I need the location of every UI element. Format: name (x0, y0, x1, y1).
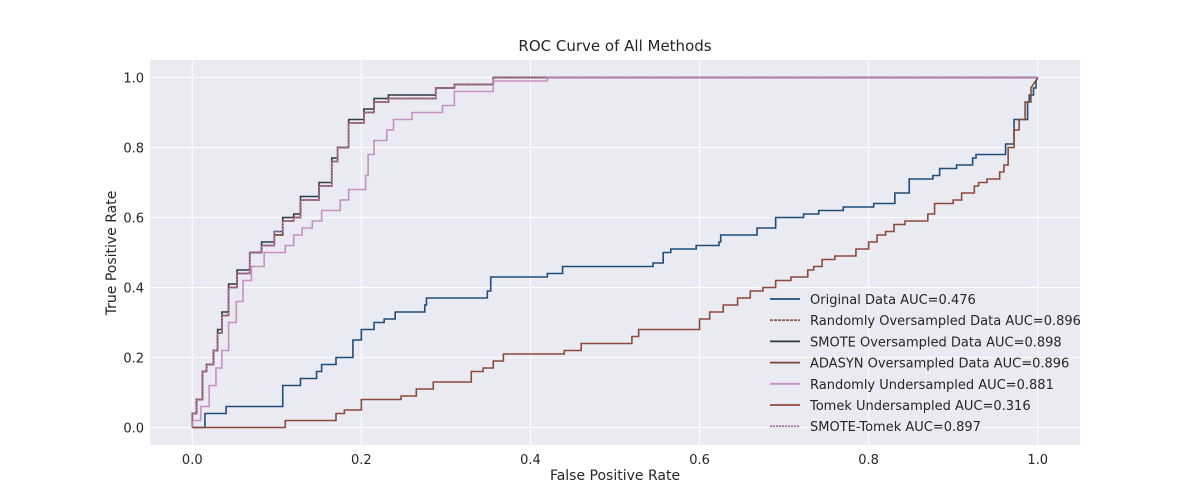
legend-label: Randomly Undersampled AUC=0.881 (810, 378, 1054, 393)
grid-lines (150, 60, 1080, 445)
legend: Original Data AUC=0.476 Randomly Oversamp… (770, 293, 1081, 435)
x-tick-label: 0.8 (858, 453, 879, 468)
series-line (191, 76, 1038, 428)
series-line (192, 77, 1039, 429)
series-line (191, 76, 1038, 428)
x-axis-label: False Positive Rate (550, 468, 680, 484)
x-tick-label: 1.0 (1027, 453, 1048, 468)
series-line (192, 77, 1039, 429)
legend-label: Randomly Oversampled Data AUC=0.896 (810, 314, 1081, 329)
legend-label: SMOTE Oversampled Data AUC=0.898 (810, 335, 1062, 350)
y-tick-label: 0.4 (123, 282, 144, 297)
legend-label: SMOTE-Tomek AUC=0.897 (810, 420, 981, 435)
y-tick-label: 0.6 (123, 212, 144, 227)
y-tick-label: 1.0 (123, 72, 144, 87)
y-tick-label: 0.0 (123, 422, 144, 437)
legend-label: Tomek Undersampled AUC=0.316 (809, 399, 1031, 414)
y-tick-label: 0.2 (123, 352, 144, 367)
legend-label: ADASYN Oversampled Data AUC=0.896 (810, 357, 1069, 372)
x-tick-label: 0.2 (351, 453, 372, 468)
series-lines (191, 76, 1039, 429)
y-tick-label: 0.8 (123, 142, 144, 157)
x-tick-label: 0.4 (520, 453, 541, 468)
x-tick-label: 0.0 (182, 453, 203, 468)
plot-area (150, 60, 1080, 445)
y-axis-label: True Positive Rate (104, 191, 120, 317)
y-tick-labels: 0.0 0.2 0.4 0.6 0.8 1.0 (123, 72, 144, 437)
legend-label: Original Data AUC=0.476 (810, 293, 976, 308)
x-tick-labels: 0.0 0.2 0.4 0.6 0.8 1.0 (182, 453, 1048, 468)
x-tick-label: 0.6 (689, 453, 710, 468)
chart-title: ROC Curve of All Methods (518, 37, 711, 55)
